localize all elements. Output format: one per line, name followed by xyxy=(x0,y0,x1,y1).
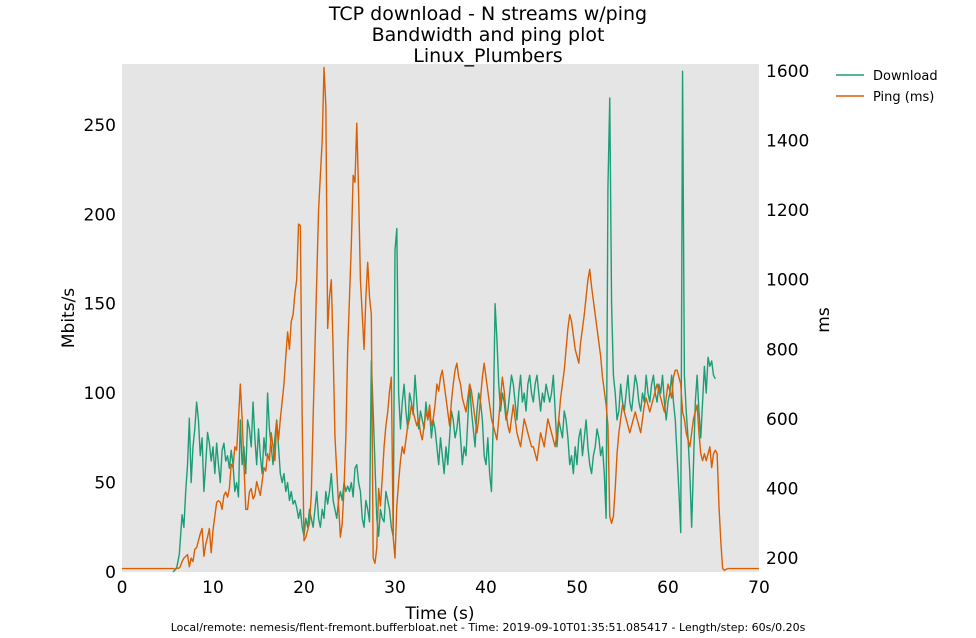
y-tick-label: 250 xyxy=(84,116,116,136)
x-tick-label: 20 xyxy=(293,578,315,598)
x-tick-label: 70 xyxy=(748,578,770,598)
y-tick-label: 200 xyxy=(84,205,116,225)
y2-tick-label: 1200 xyxy=(766,201,809,221)
x-tick-label: 40 xyxy=(475,578,497,598)
y2-tick-label: 1600 xyxy=(766,62,809,82)
footer-text: Local/remote: nemesis/flent-fremont.buff… xyxy=(171,621,806,634)
y2-tick-label: 400 xyxy=(766,479,798,499)
legend-label-ping: Ping (ms) xyxy=(873,90,934,105)
chart-title: TCP download - N streams w/ping xyxy=(328,3,647,25)
chart-subtitle-2: Linux_Plumbers xyxy=(413,45,562,67)
legend-label-download: Download xyxy=(873,69,938,84)
y-axis-label: Mbits/s xyxy=(59,288,79,348)
y-tick-label: 150 xyxy=(84,295,116,315)
y2-tick-label: 800 xyxy=(766,340,798,360)
series-line-ping xyxy=(122,66,759,571)
y-tick-label: 50 xyxy=(94,474,116,494)
series-line-download xyxy=(172,70,716,573)
plot-area xyxy=(122,64,759,572)
x-tick-label: 0 xyxy=(117,578,128,598)
y-tick-label: 0 xyxy=(105,563,116,583)
y2-tick-label: 600 xyxy=(766,410,798,430)
x-tick-label: 50 xyxy=(566,578,588,598)
y2-tick-label: 1000 xyxy=(766,271,809,291)
y2-axis-label: ms xyxy=(814,307,834,333)
y2-tick-label: 200 xyxy=(766,549,798,569)
x-axis-label: Time (s) xyxy=(404,604,474,624)
series-layer xyxy=(122,66,759,573)
y-tick-label: 100 xyxy=(84,384,116,404)
axes-layer: 0 10 20 30 40 50 60 70 0 50 100 150 200 250 200 400 600 8… xyxy=(84,62,810,598)
legend: Download Ping (ms) xyxy=(836,69,938,105)
x-tick-label: 10 xyxy=(202,578,224,598)
chart-subtitle: Bandwidth and ping plot xyxy=(372,24,605,46)
x-tick-label: 30 xyxy=(384,578,406,598)
y2-tick-label: 1400 xyxy=(766,132,809,152)
x-tick-label: 60 xyxy=(657,578,679,598)
